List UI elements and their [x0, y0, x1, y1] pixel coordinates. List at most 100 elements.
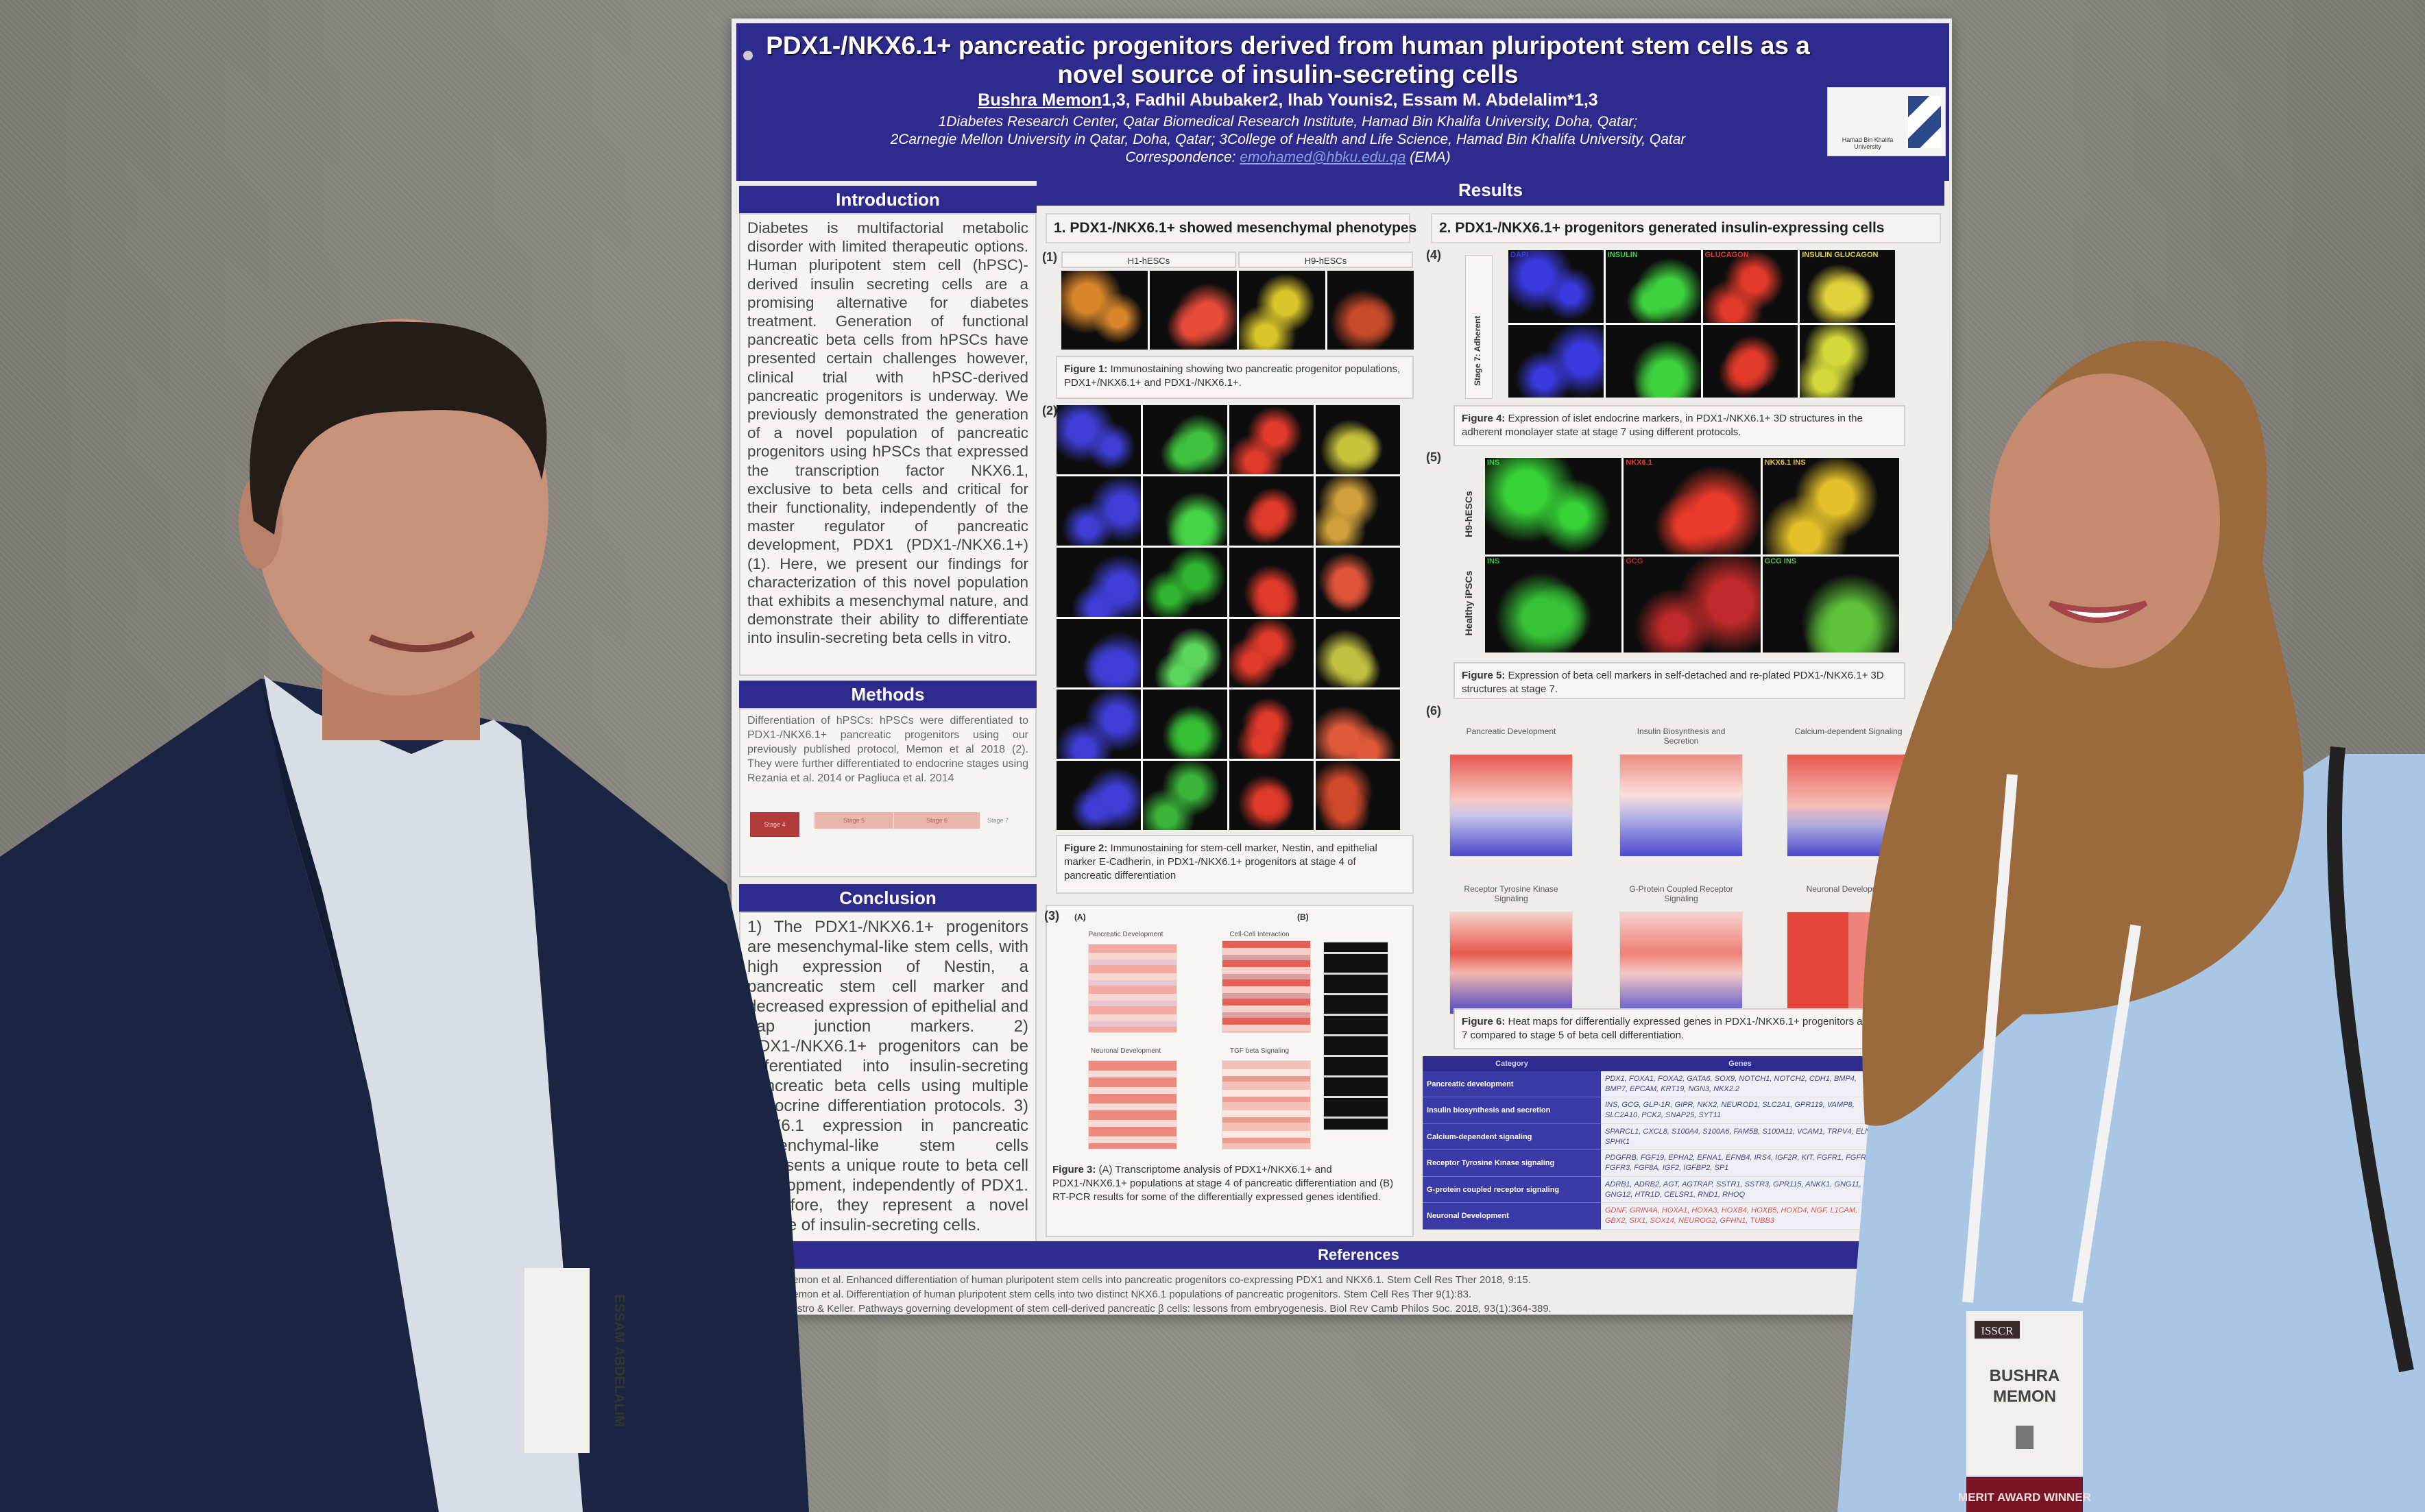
figure-6-caption: Figure 6: Heat maps for differentially e… [1453, 1008, 1905, 1049]
microscopy-image [1316, 690, 1400, 759]
category-cell: G-protein coupled receptor signaling [1423, 1176, 1601, 1204]
caption-label: Figure 6: [1462, 1016, 1506, 1027]
caption-label: Figure 2: [1064, 842, 1108, 854]
microscopy-image [1238, 271, 1325, 350]
caption-text: Expression of islet endocrine markers, i… [1462, 413, 1863, 438]
microscopy-image [1327, 271, 1414, 350]
introduction-text: Diabetes is multifactorial metabolic dis… [739, 213, 1037, 676]
category-cell: Calcium-dependent signaling [1423, 1123, 1601, 1151]
methods-section: Differentiation of hPSCs: hPSCs were dif… [739, 708, 1037, 877]
heatmap-title: Receptor Tyrosine Kinase Signaling [1464, 884, 1558, 903]
microscopy-image: NKX6.1 INS [1762, 458, 1899, 554]
image-label: GCG [1626, 557, 1643, 565]
microscopy-image [1229, 547, 1314, 617]
genes-cell: PDGFRB, FGF19, EPHA2, EFNA1, EFNB4, IRS4… [1601, 1149, 1879, 1177]
microscopy-image [1057, 405, 1141, 474]
fig3-title-4: TGF beta Signaling [1229, 1047, 1290, 1055]
man-name-badge [524, 1268, 590, 1453]
figure-4-images: DAPI INSULIN GLUCAGON INSULIN GLUCAGON [1508, 250, 1895, 398]
table-header-category: Category [1423, 1056, 1601, 1071]
table-row: Neuronal Development GDNF, GRIN4A, HOXA1,… [1423, 1202, 1879, 1230]
image-label: INSULIN [1607, 251, 1638, 259]
fig3-title-2: Cell-Cell Interaction [1229, 931, 1290, 938]
microscopy-image [1057, 761, 1141, 830]
caption-label: Figure 1: [1064, 363, 1108, 375]
figure-3-panel: (3) (A) (B) Pancreatic Development Cell-… [1044, 905, 1414, 1237]
microscopy-image: DAPI [1508, 250, 1604, 323]
references-heading: References [773, 1241, 1944, 1269]
microscopy-image [1229, 690, 1314, 759]
table-row: Receptor Tyrosine Kinase signaling PDGFRB… [1423, 1149, 1879, 1177]
microscopy-image [1316, 618, 1400, 688]
figure-5-caption: Figure 5: Expression of beta cell marker… [1453, 662, 1905, 699]
microscopy-image: INS [1485, 458, 1622, 554]
logo-mark [1908, 96, 1941, 148]
caption-text: Expression of beta cell markers in self-… [1462, 670, 1884, 695]
caption-text: Immunostaining for stem-cell marker, Nes… [1064, 842, 1377, 881]
man-shirt [264, 675, 583, 1512]
methods-stage7-label: Stage 7 [987, 817, 1009, 824]
microscopy-image: GCG INS [1762, 556, 1899, 653]
image-label: GCG INS [1764, 557, 1797, 565]
badge-org-logo [1975, 1321, 2020, 1339]
microscopy-image: NKX6.1 [1624, 458, 1761, 554]
microscopy-image [1143, 476, 1227, 546]
caption-text: Immunostaining showing two pancreatic pr… [1064, 363, 1401, 389]
microscopy-image [1605, 325, 1701, 398]
genes-cell: ADRB1, ADRB2, AGT, AGTRAP, SSTR1, SSTR3,… [1601, 1176, 1879, 1204]
conclusion-heading: Conclusion [739, 884, 1037, 912]
methods-stage6-box: Stage 6 [894, 812, 980, 829]
fig3-heatmap-2 [1222, 940, 1311, 1033]
poster-title: PDX1-/NKX6.1+ pancreatic progenitors der… [766, 32, 1810, 88]
man-hair [250, 321, 547, 535]
heatmap-title: Neuronal Development [1806, 884, 1891, 894]
heatmap [1449, 912, 1573, 1014]
microscopy-image [1061, 271, 1148, 350]
table-row: G-protein coupled receptor signaling ADRB… [1423, 1176, 1879, 1204]
results-subheading-1: 1. PDX1-/NKX6.1+ showed mesenchymal phen… [1046, 213, 1416, 243]
caption-label: Figure 5: [1462, 670, 1506, 681]
microscopy-image [1229, 761, 1314, 830]
correspondence: Correspondence: emohamed@hbku.edu.qa (EM… [764, 149, 1812, 166]
methods-text: Differentiation of hPSCs: hPSCs were dif… [747, 715, 1028, 784]
table-row: Pancreatic development PDX1, FOXA1, FOXA2… [1423, 1071, 1879, 1098]
figure-4-caption: Figure 4: Expression of islet endocrine … [1453, 405, 1905, 446]
microscopy-image [1057, 547, 1141, 617]
methods-heading: Methods [739, 681, 1037, 708]
badge-qr-code [2016, 1426, 2034, 1449]
genes-cell: PDX1, FOXA1, FOXA2, GATA6, SOX9, NOTCH1,… [1601, 1071, 1879, 1098]
caption-text: (A) Transcriptome analysis of PDX1+/NKX6… [1052, 1164, 1394, 1203]
microscopy-image [1229, 618, 1314, 688]
fig3-title-3: Neuronal Development [1090, 1047, 1161, 1055]
image-label: INSULIN GLUCAGON [1802, 251, 1879, 259]
category-cell: Neuronal Development [1423, 1202, 1601, 1230]
microscopy-image [1229, 405, 1314, 474]
heatmap [1619, 754, 1743, 857]
figure-2-images [1057, 405, 1400, 830]
caption-label: Figure 4: [1462, 413, 1506, 424]
microscopy-image [1508, 325, 1604, 398]
correspondence-label: Correspondence: [1125, 149, 1236, 165]
references-list: 1. Memon et al. Enhanced differentiation… [773, 1273, 1552, 1316]
microscopy-image [1150, 271, 1237, 350]
table-row: Calcium-dependent signaling SPARCL1, CXCL… [1423, 1123, 1879, 1151]
microscopy-image [1057, 618, 1141, 688]
results-heading: Results [1037, 175, 1944, 206]
woman-bag-strap [2326, 746, 2414, 1373]
poster-authors: Bushra Memon1,3, Fadhil Abubaker2, Ihab … [764, 90, 1812, 110]
woman-presenter: ISSCR BUSHRA MEMON MERIT AWARD WINNER [1837, 341, 2425, 1512]
microscopy-image [1143, 618, 1227, 688]
category-cell: Insulin biosynthesis and secretion [1423, 1097, 1601, 1124]
man-smile [368, 631, 475, 653]
genes-cell: SPARCL1, CXCL8, S100A4, S100A6, FAM5B, S… [1601, 1123, 1879, 1151]
reference-item: 2. Memon et al. Differentiation of human… [773, 1289, 1472, 1300]
fig3-heatmap-1 [1088, 944, 1177, 1033]
microscopy-image [1316, 476, 1400, 546]
microscopy-image: INSULIN [1605, 250, 1701, 323]
heatmap-title: G-Protein Coupled Receptor Signaling [1629, 884, 1733, 903]
heatmap-title: Calcium-dependent Signaling [1794, 727, 1903, 736]
correspondence-email: emohamed@hbku.edu.qa [1240, 149, 1406, 165]
microscopy-image [1143, 690, 1227, 759]
fig1-label-h9: H9-hESCs [1238, 252, 1413, 268]
